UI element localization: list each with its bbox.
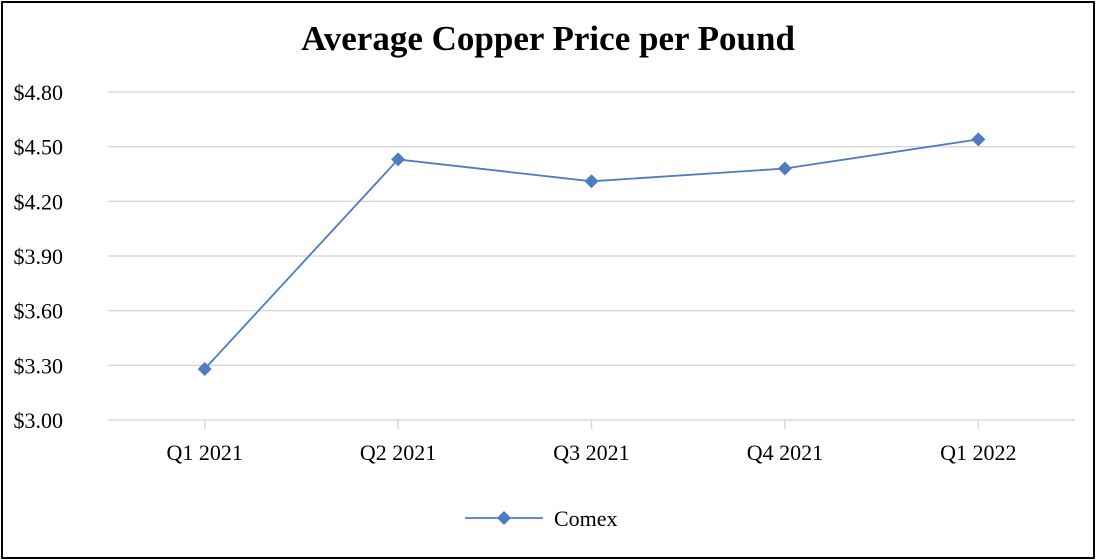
y-tick-label: $3.30 xyxy=(14,353,64,378)
y-tick-label: $4.80 xyxy=(14,80,64,105)
y-tick-label: $4.50 xyxy=(14,135,64,160)
chart-title: Average Copper Price per Pound xyxy=(301,19,795,58)
x-tick-label: Q2 2021 xyxy=(360,440,436,465)
gridlines xyxy=(108,91,1075,421)
y-tick-label: $3.90 xyxy=(14,244,64,269)
series-comex xyxy=(197,132,986,376)
x-axis-tick-labels: Q1 2021 Q2 2021 Q3 2021 Q4 2021 Q1 2022 xyxy=(167,440,1017,465)
y-tick-label: $3.60 xyxy=(14,299,64,324)
y-axis-tick-labels: $3.00 $3.30 $3.60 $3.90 $4.20 $4.50 $4.80 xyxy=(14,80,64,433)
x-tick-label: Q1 2021 xyxy=(167,440,243,465)
y-tick-label: $4.20 xyxy=(14,189,64,214)
legend: Comex xyxy=(465,506,618,531)
legend-label: Comex xyxy=(554,506,618,531)
x-tick-label: Q4 2021 xyxy=(747,440,823,465)
data-point-marker xyxy=(197,361,212,376)
data-point-marker xyxy=(971,132,986,147)
legend-marker xyxy=(497,511,511,525)
y-tick-label: $3.00 xyxy=(14,408,64,433)
series-line xyxy=(204,138,979,370)
data-point-marker xyxy=(391,152,406,167)
x-tick-label: Q3 2021 xyxy=(553,440,629,465)
x-tick-label: Q1 2022 xyxy=(940,440,1016,465)
x-axis xyxy=(203,420,980,429)
data-point-marker xyxy=(584,174,599,189)
data-point-marker xyxy=(777,161,792,176)
